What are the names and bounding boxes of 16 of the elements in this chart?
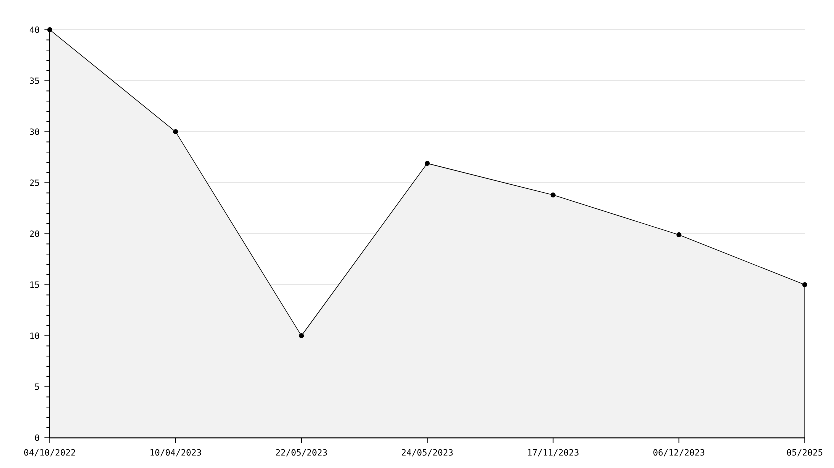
y-tick-label: 25	[30, 180, 40, 186]
y-tick-label: 35	[30, 78, 40, 84]
y-tick-label: 5	[35, 384, 40, 390]
y-tick-label: 15	[30, 282, 40, 288]
x-tick-label: 17/11/2023	[528, 449, 579, 457]
x-tick-label: 06/12/2023	[654, 449, 705, 457]
y-tick-label: 40	[30, 26, 40, 34]
y-tick-label: 0	[35, 434, 40, 442]
x-tick-label: 05/2025	[787, 449, 823, 457]
x-tick-label: 22/05/2023	[276, 449, 328, 457]
x-tick-label: 04/10/2022	[24, 449, 76, 457]
x-tick-label: 24/05/2023	[402, 449, 453, 457]
y-tick-label: 30	[30, 128, 40, 136]
y-tick-label: 20	[30, 230, 40, 238]
y-tick-label: 10	[30, 332, 40, 340]
x-tick-label: 10/04/2023	[150, 449, 202, 457]
